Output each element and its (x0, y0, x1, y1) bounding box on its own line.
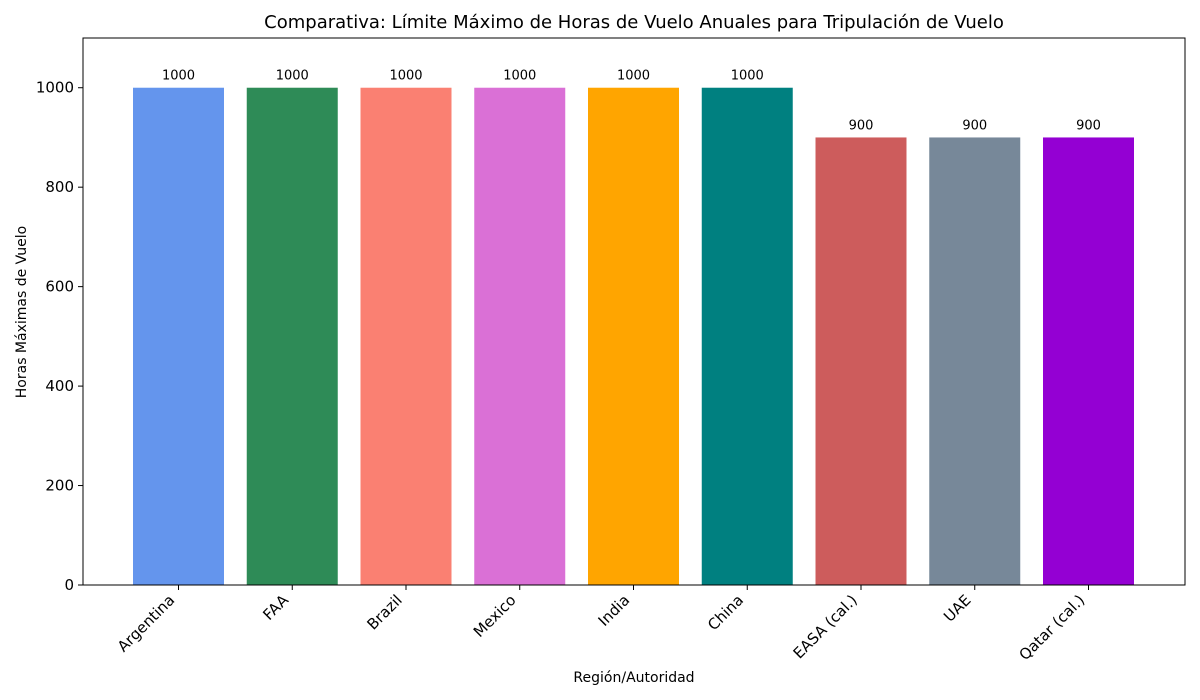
data-label: 900 (849, 118, 874, 133)
x-tick-label: EASA (cal.) (790, 591, 861, 662)
x-tick-label: Brazil (364, 591, 406, 633)
data-label: 1000 (276, 69, 309, 84)
bar (701, 87, 793, 586)
plot-frame (82, 37, 1186, 586)
y-tick-label: 600 (45, 278, 74, 296)
chart-title: Comparativa: Límite Máximo de Horas de V… (264, 12, 1004, 33)
x-tick-label: Argentina (114, 591, 178, 655)
y-tick-label: 200 (45, 477, 74, 495)
y-tick-label: 800 (45, 178, 74, 196)
data-label: 1000 (731, 69, 764, 84)
bar (246, 87, 338, 586)
plot-area: 0 200 400 600 800 1000 1000 Argentina 1000 FAA 100… (36, 69, 1134, 664)
bar (588, 87, 679, 586)
data-label: 1000 (162, 69, 195, 84)
bar (133, 87, 224, 586)
data-label: 900 (1076, 118, 1101, 133)
y-tick-label: 400 (45, 377, 74, 395)
data-label: 900 (962, 118, 987, 133)
bar (360, 87, 452, 586)
x-tick-label: UAE (940, 591, 974, 625)
x-tick-label: India (595, 591, 634, 630)
y-tick-label: 1000 (36, 79, 74, 97)
bar (815, 137, 907, 586)
bar (474, 87, 566, 586)
y-tick-label: 0 (64, 576, 74, 594)
bar (1043, 137, 1134, 586)
x-tick-label: Mexico (470, 591, 520, 641)
x-axis-label: Región/Autoridad (573, 670, 694, 686)
data-label: 1000 (389, 69, 422, 84)
y-axis-label: Horas Máximas de Vuelo (14, 226, 30, 398)
x-tick-label: Qatar (cal.) (1015, 591, 1088, 664)
data-label: 1000 (617, 69, 650, 84)
bar (929, 137, 1021, 586)
x-tick-label: China (704, 591, 747, 634)
x-tick-label: FAA (259, 591, 292, 624)
data-label: 1000 (503, 69, 536, 84)
